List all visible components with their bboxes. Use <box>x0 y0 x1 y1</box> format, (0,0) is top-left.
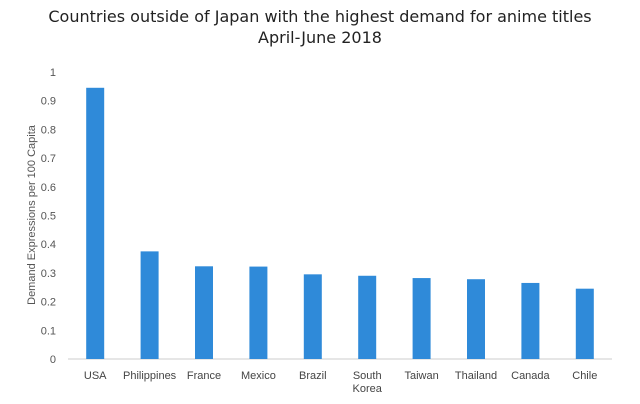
bar <box>358 275 377 359</box>
bars <box>86 87 594 359</box>
bar <box>195 266 213 359</box>
y-axis-label: Demand Expressions per 100 Capita <box>26 124 38 305</box>
y-tick-label: 0.6 <box>41 182 56 194</box>
x-tick-label: Canada <box>511 370 550 382</box>
bar <box>86 87 105 359</box>
x-tick-label: Taiwan <box>404 370 438 382</box>
y-tick-label: 0.8 <box>41 124 56 136</box>
y-tick-label: 1 <box>50 67 56 79</box>
x-tick-label: USA <box>84 370 107 382</box>
x-tick-label: Philippines <box>123 370 177 382</box>
bar <box>575 288 594 359</box>
y-tick-label: 0.1 <box>41 325 56 337</box>
chart-title: Countries outside of Japan with the high… <box>48 7 591 26</box>
y-tick-label: 0 <box>50 354 56 366</box>
bar <box>412 278 431 359</box>
bar <box>249 266 268 359</box>
x-tick-label: South Korea <box>353 370 383 395</box>
x-axis-labels: USA Philippines France Mexico Brazil South Kor… <box>84 370 597 395</box>
bar <box>303 274 322 359</box>
y-tick-label: 0.2 <box>41 297 56 309</box>
y-tick-label: 0.3 <box>41 268 56 280</box>
y-tick-label: 0.9 <box>41 96 56 108</box>
chart-subtitle: April-June 2018 <box>258 28 382 47</box>
y-tick-label: 0.7 <box>41 153 56 165</box>
x-tick-label: Brazil <box>299 370 327 382</box>
x-tick-label: Mexico <box>241 370 276 382</box>
x-tick-label: France <box>187 370 221 382</box>
y-tick-label: 0.5 <box>41 211 56 223</box>
x-tick-label: Chile <box>572 370 597 382</box>
bar <box>140 251 159 359</box>
y-axis-ticks: 0 0.1 0.2 0.3 0.4 0.5 0.6 0.7 0.8 0.9 1 <box>41 67 56 366</box>
x-tick-label: Thailand <box>455 370 497 382</box>
bar <box>521 282 540 359</box>
bar <box>467 279 485 359</box>
y-tick-label: 0.4 <box>41 239 56 251</box>
